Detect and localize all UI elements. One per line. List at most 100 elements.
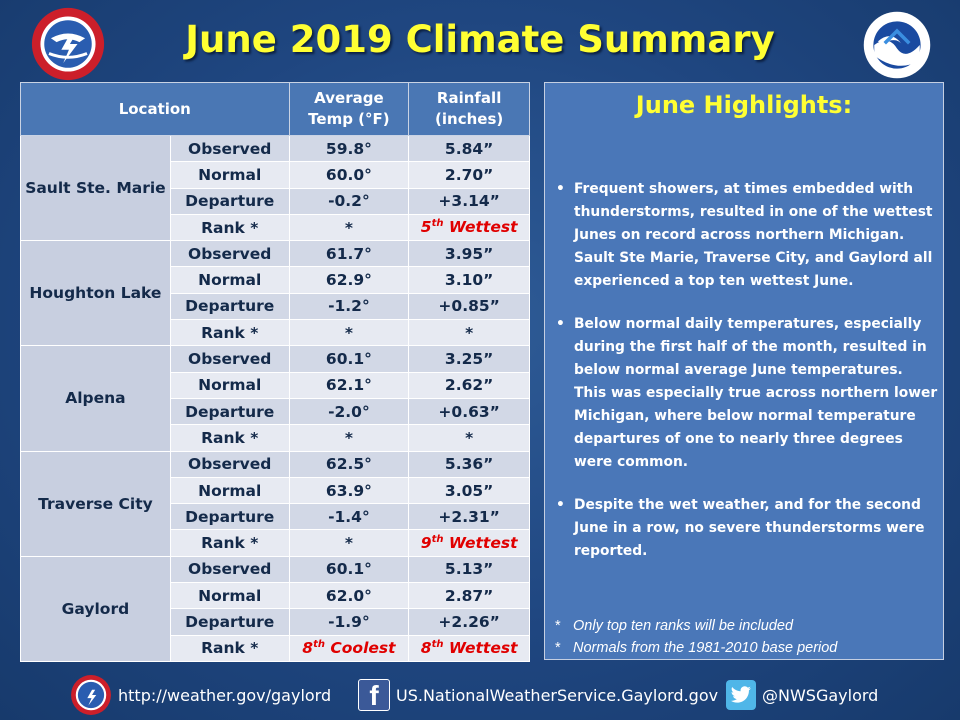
row-label: Normal (169, 371, 290, 399)
row-label: Departure (169, 608, 290, 636)
rank-number: 9 (420, 534, 432, 553)
list-item: Below normal daily temperatures, especia… (553, 313, 939, 474)
table-row: Rank * * * (21, 319, 530, 347)
row-label: Rank * (169, 529, 290, 557)
rain-value: 5.36” (408, 450, 530, 478)
row-label: Rank * (169, 213, 290, 242)
table-row: Normal 62.1° 2.62” (21, 371, 530, 399)
temp-value: * (288, 424, 410, 452)
row-label: Rank * (169, 319, 290, 347)
rain-value: * (408, 424, 530, 452)
rank-suffix: th (431, 534, 444, 546)
temp-value: 62.9° (288, 266, 410, 294)
row-label: Normal (169, 582, 290, 610)
row-label: Departure (169, 503, 290, 531)
facebook-icon: f (358, 679, 390, 711)
rank-suffix: th (431, 218, 444, 230)
rain-value: 2.87” (408, 582, 530, 610)
location-name: Traverse City (20, 450, 171, 557)
table-row: Alpena Observed 60.1° 3.25” (20, 345, 530, 452)
temp-value: * (288, 529, 410, 557)
temp-value: 60.0° (288, 161, 410, 189)
highlights-title: June Highlights: (635, 91, 853, 119)
rank-desc: Wettest (448, 218, 518, 237)
header-rainfall: Rainfall (inches) (408, 82, 530, 136)
header-temp: Average Temp (°F) (288, 82, 410, 136)
rain-rank: 9th Wettest (408, 529, 530, 557)
table-row: Departure -1.2° +0.85” (21, 292, 530, 321)
rain-value: +3.14” (408, 187, 530, 215)
noaa-logo-icon (863, 11, 931, 79)
temp-value: 61.7° (288, 240, 410, 268)
temp-value: -1.9° (288, 608, 410, 636)
table-row: Normal 62.9° 3.10” (21, 266, 530, 294)
row-label: Observed (169, 240, 290, 268)
rank-suffix: th (431, 639, 444, 651)
rain-value: 5.84” (408, 134, 530, 163)
temp-rank: 8th Coolest (288, 634, 410, 663)
temp-value: -0.2° (288, 187, 410, 215)
rain-value: 3.10” (408, 266, 530, 294)
row-label: Rank * (169, 424, 290, 452)
table-row: Rank * * 5th Wettest (21, 213, 530, 242)
location-name: Sault Ste. Marie (20, 134, 171, 242)
rain-rank: 8th Wettest (408, 634, 530, 663)
header-temp-line2: Temp (°F) (308, 110, 390, 128)
row-label: Normal (169, 266, 290, 294)
footnotes: Only top ten ranks will be included Norm… (553, 615, 939, 659)
highlights-list: Frequent showers, at times embedded with… (553, 178, 939, 583)
rank-suffix: th (313, 639, 325, 651)
rain-value: +0.85” (408, 292, 530, 321)
footer: http://weather.gov/gaylord f US.National… (0, 672, 960, 720)
header-temp-line1: Average (314, 89, 384, 107)
table-row: Rank * 8th Coolest 8th Wettest (21, 634, 530, 663)
location-name: Alpena (20, 345, 171, 452)
table-row: Sault Ste. Marie Observed 59.8° 5.84” (20, 134, 530, 242)
header-location: Location (20, 82, 290, 136)
location-name: Gaylord (20, 555, 171, 663)
rain-value: +2.26” (408, 608, 530, 636)
twitter-handle[interactable]: @NWSGaylord (762, 685, 879, 705)
rain-value: 2.70” (408, 161, 530, 189)
facebook-url[interactable]: US.NationalWeatherService.Gaylord.gov (396, 685, 719, 705)
website-link[interactable]: http://weather.gov/gaylord (70, 672, 331, 718)
page-title: June 2019 Climate Summary (185, 18, 775, 61)
row-label: Observed (169, 345, 290, 373)
temp-value: -2.0° (288, 397, 410, 426)
rain-value: +2.31” (408, 503, 530, 531)
rain-value: * (408, 319, 530, 347)
temp-value: 62.5° (288, 450, 410, 478)
footnote: Only top ten ranks will be included (553, 615, 939, 637)
table-row: Departure -0.2° +3.14” (21, 187, 530, 215)
table-row: Normal 60.0° 2.70” (21, 161, 530, 189)
temp-value: * (288, 319, 410, 347)
row-label: Rank * (169, 634, 290, 663)
rank-desc: Wettest (448, 534, 518, 553)
temp-value: 62.1° (288, 371, 410, 399)
facebook-link[interactable]: f US.NationalWeatherService.Gaylord.gov (358, 672, 718, 718)
twitter-link[interactable]: @NWSGaylord (726, 672, 878, 718)
list-item: Despite the wet weather, and for the sec… (553, 494, 939, 563)
rain-value: 5.13” (408, 555, 530, 584)
nws-logo-icon (71, 675, 111, 715)
temp-value: 63.9° (288, 476, 410, 505)
temp-value: 60.1° (288, 555, 410, 584)
twitter-icon (726, 680, 756, 710)
table-row: Normal 63.9° 3.05” (21, 476, 530, 505)
row-label: Departure (169, 187, 290, 215)
row-label: Departure (169, 397, 290, 426)
website-url[interactable]: http://weather.gov/gaylord (118, 685, 332, 705)
rank-number: 8 (302, 639, 314, 658)
row-label: Observed (169, 555, 290, 584)
table-row: Rank * * 9th Wettest (21, 529, 530, 557)
rain-value: 3.25” (408, 345, 530, 373)
temp-value: -1.2° (288, 292, 410, 321)
location-name: Houghton Lake (20, 240, 171, 347)
rain-value: 3.05” (408, 476, 530, 505)
table-row: Traverse City Observed 62.5° 5.36” (20, 450, 530, 557)
table-row: Gaylord Observed 60.1° 5.13” (20, 555, 530, 663)
header-rain-line2: (inches) (435, 110, 504, 128)
temp-value: 60.1° (288, 345, 410, 373)
temp-value: * (288, 213, 410, 242)
temp-value: 59.8° (288, 134, 410, 163)
